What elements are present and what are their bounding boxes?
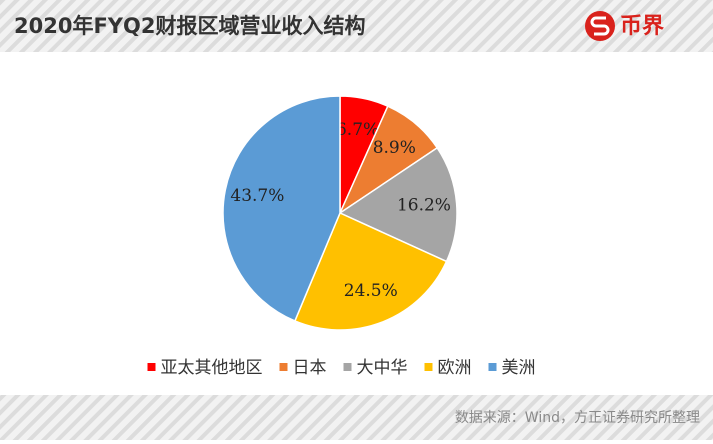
data-label: 16.2%	[397, 196, 451, 216]
chart-title: 2020年FYQ2财报区域营业收入结构	[14, 14, 365, 38]
footer-band	[0, 395, 713, 440]
pie-slice	[293, 211, 448, 331]
brand-logo: 币界	[585, 11, 664, 41]
legend-label: 日本	[293, 358, 327, 378]
legend-label: 大中华	[357, 358, 408, 378]
legend-label: 欧洲	[438, 358, 472, 378]
legend-label: 亚太其他地区	[161, 358, 263, 378]
data-label: 8.9%	[373, 138, 416, 158]
legend-swatch	[424, 363, 433, 371]
data-label: 43.7%	[230, 186, 284, 206]
logo-glyph	[590, 16, 610, 36]
legend-swatch	[343, 363, 352, 371]
legend-swatch	[279, 363, 288, 371]
pie-slice	[222, 95, 341, 322]
data-label: 24.5%	[344, 281, 398, 301]
legend-swatch	[147, 363, 156, 371]
brand-name: 币界	[620, 14, 664, 39]
pie-slice	[338, 146, 458, 263]
legend-label: 美洲	[502, 358, 536, 378]
source-note: 数据来源：Wind，方正证券研究所整理	[455, 410, 700, 426]
legend-swatch	[488, 363, 497, 371]
data-label: 6.7%	[336, 120, 379, 140]
